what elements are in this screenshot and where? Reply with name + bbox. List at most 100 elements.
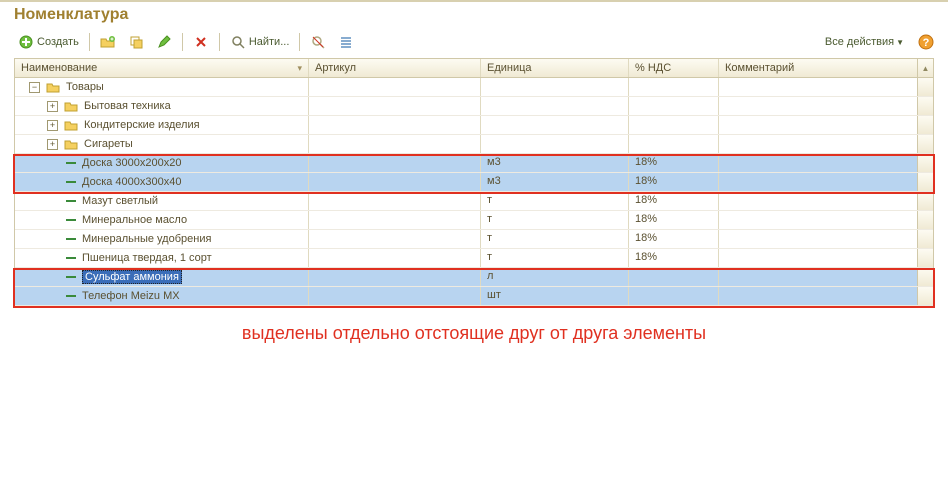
expand-icon[interactable]: −: [29, 82, 40, 93]
item-icon: [66, 200, 76, 202]
row-vat: 18%: [629, 192, 719, 210]
copy-icon: [128, 34, 144, 50]
new-folder-button[interactable]: [96, 32, 120, 52]
annotation-text: выделены отдельно отстоящие друг от друг…: [0, 323, 948, 344]
scroll-up-button[interactable]: ▲: [917, 59, 933, 77]
row-name: Сульфат аммония: [82, 270, 182, 284]
col-header-vat[interactable]: % НДС: [629, 59, 719, 77]
all-actions-label: Все действия: [825, 36, 894, 48]
row-name: Доска 3000х200х20: [82, 157, 181, 169]
folder-icon: [63, 117, 79, 133]
item-icon: [66, 276, 76, 278]
list-icon: [338, 34, 354, 50]
item-icon: [66, 295, 76, 297]
item-icon: [66, 181, 76, 183]
chevron-up-icon: ▲: [922, 64, 930, 73]
grid-body: − Товары + Бытовая техника + Кондитерские изд…: [15, 78, 933, 306]
list-mode-button[interactable]: [334, 32, 358, 52]
row-vat: 18%: [629, 173, 719, 191]
folder-icon: [63, 98, 79, 114]
col-header-name[interactable]: Наименование ▾: [15, 59, 309, 77]
nomenclature-window: Номенклатура Создать: [0, 0, 948, 501]
page-title: Номенклатура: [0, 2, 948, 30]
table-row[interactable]: + Бытовая техника: [15, 97, 933, 116]
row-unit: шт: [481, 287, 629, 305]
row-unit: [481, 78, 629, 96]
item-icon: [66, 257, 76, 259]
table-row[interactable]: Минеральное масло т18%: [15, 211, 933, 230]
help-icon: ?: [918, 34, 934, 50]
sort-indicator-icon: ▾: [297, 63, 302, 74]
expand-icon[interactable]: +: [47, 120, 58, 131]
item-icon: [66, 219, 76, 221]
col-header-comment[interactable]: Комментарий: [719, 59, 917, 77]
row-vat: 18%: [629, 211, 719, 229]
row-unit: т: [481, 249, 629, 267]
pencil-icon: [156, 34, 172, 50]
table-row[interactable]: + Кондитерские изделия: [15, 116, 933, 135]
folder-icon: [63, 136, 79, 152]
row-name: Доска 4000х300х40: [82, 176, 181, 188]
row-unit: [481, 97, 629, 115]
expand-icon[interactable]: +: [47, 139, 58, 150]
add-icon: [18, 34, 34, 50]
item-icon: [66, 238, 76, 240]
expand-icon[interactable]: +: [47, 101, 58, 112]
new-folder-icon: [100, 34, 116, 50]
row-name: Пшеница твердая, 1 сорт: [82, 252, 212, 264]
row-vat: [629, 268, 719, 286]
table-row[interactable]: Телефон Meizu MX шт: [15, 287, 933, 306]
row-vat: [629, 97, 719, 115]
find-label: Найти...: [249, 36, 290, 48]
folder-icon: [45, 79, 61, 95]
row-name: Бытовая техника: [84, 100, 171, 112]
row-vat: 18%: [629, 230, 719, 248]
copy-button[interactable]: [124, 32, 148, 52]
table-row[interactable]: Пшеница твердая, 1 сортт18%: [15, 249, 933, 268]
item-icon: [66, 162, 76, 164]
row-unit: м3: [481, 173, 629, 191]
col-header-article[interactable]: Артикул: [309, 59, 481, 77]
row-unit: [481, 116, 629, 134]
row-name: Мазут светлый: [82, 195, 158, 207]
toolbar-separator: [182, 33, 183, 51]
table-row[interactable]: + Сигареты: [15, 135, 933, 154]
row-name: Сигареты: [84, 138, 133, 150]
row-name: Телефон Meizu MX: [82, 290, 180, 302]
find-button[interactable]: Найти...: [226, 32, 294, 52]
row-vat: [629, 287, 719, 305]
table-row[interactable]: Доска 3000х200х20м318%: [15, 154, 933, 173]
row-name: Минеральное масло: [82, 214, 187, 226]
create-button[interactable]: Создать: [14, 32, 83, 52]
help-button[interactable]: ?: [918, 34, 934, 50]
row-unit: [481, 135, 629, 153]
table-row[interactable]: Сульфат аммония л: [15, 268, 933, 287]
svg-text:?: ?: [923, 37, 930, 49]
delete-button[interactable]: [189, 32, 213, 52]
turnoff-search-button[interactable]: [306, 32, 330, 52]
table-row[interactable]: Минеральные удобреният18%: [15, 230, 933, 249]
all-actions-button[interactable]: Все действия ▼: [821, 34, 908, 50]
row-name: Кондитерские изделия: [84, 119, 200, 131]
delete-icon: [193, 34, 209, 50]
row-vat: [629, 116, 719, 134]
create-label: Создать: [37, 36, 79, 48]
row-vat: [629, 135, 719, 153]
col-header-unit[interactable]: Единица: [481, 59, 629, 77]
row-unit: т: [481, 230, 629, 248]
chevron-down-icon: ▼: [896, 38, 904, 47]
search-icon: [230, 34, 246, 50]
row-unit: т: [481, 211, 629, 229]
row-name: Товары: [66, 81, 104, 93]
table-row[interactable]: Доска 4000х300х40 м318%: [15, 173, 933, 192]
row-vat: [629, 78, 719, 96]
table-row[interactable]: Мазут светлый т18%: [15, 192, 933, 211]
search-off-icon: [310, 34, 326, 50]
row-unit: т: [481, 192, 629, 210]
row-vat: 18%: [629, 154, 719, 172]
toolbar-separator: [299, 33, 300, 51]
table-row[interactable]: − Товары: [15, 78, 933, 97]
row-unit: л: [481, 268, 629, 286]
toolbar: Создать Найти.: [0, 30, 948, 58]
edit-button[interactable]: [152, 32, 176, 52]
